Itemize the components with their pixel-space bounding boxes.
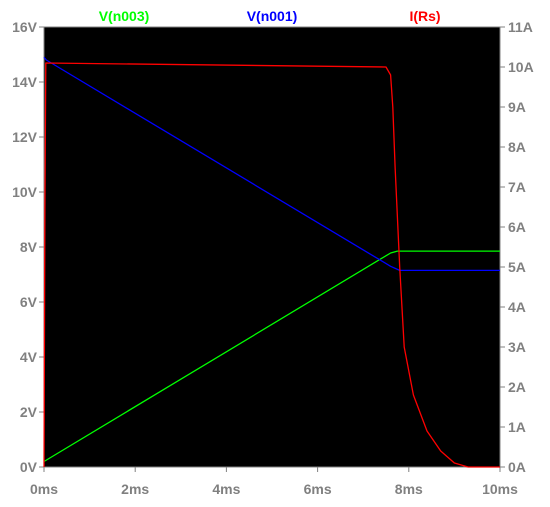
x-tick-label: 10ms	[482, 481, 518, 497]
series-line-v-n001	[43, 56, 500, 272]
x-tick-label: 4ms	[212, 481, 240, 497]
left-tick-label: 14V	[12, 74, 38, 90]
x-tick-label: 2ms	[121, 481, 149, 497]
left-tick-label: 0V	[20, 459, 38, 475]
left-tick-label: 2V	[20, 404, 38, 420]
left-axis-ticks: 0V 2V 4V 6V 8V 10V 12V 14V 16V	[12, 19, 44, 475]
right-tick-label: 5A	[508, 259, 526, 275]
right-tick-label: 0A	[508, 459, 526, 475]
right-axis-ticks: 0A 1A 2A 3A 4A 5A 6A 7A 8A 9A 10A 11A	[500, 19, 534, 475]
left-tick-label: 12V	[12, 129, 38, 145]
right-tick-label: 8A	[508, 139, 526, 155]
legend-entry: V(n003)	[99, 8, 150, 24]
series-line-v-n003	[43, 250, 500, 463]
legend-entry: V(n001)	[247, 8, 298, 24]
right-tick-label: 3A	[508, 339, 526, 355]
right-tick-label: 7A	[508, 179, 526, 195]
right-tick-label: 11A	[508, 19, 533, 35]
right-tick-label: 2A	[508, 379, 526, 395]
legend: V(n003) V(n001) I(Rs)	[99, 8, 441, 24]
left-tick-label: 8V	[20, 239, 38, 255]
x-tick-label: 0ms	[30, 481, 58, 497]
right-tick-label: 1A	[508, 419, 526, 435]
right-tick-label: 10A	[508, 59, 534, 75]
x-tick-label: 8ms	[395, 481, 423, 497]
series-line-i-rs	[43, 62, 500, 468]
left-tick-label: 4V	[20, 349, 38, 365]
right-tick-label: 9A	[508, 99, 526, 115]
x-axis-ticks: 0ms 2ms 4ms 6ms 8ms 10ms	[30, 467, 518, 497]
left-tick-label: 6V	[20, 294, 38, 310]
series-lines	[43, 56, 500, 468]
left-tick-label: 10V	[12, 184, 38, 200]
right-tick-label: 6A	[508, 219, 526, 235]
plot-area	[43, 26, 501, 468]
left-tick-label: 16V	[12, 19, 38, 35]
right-tick-label: 4A	[508, 299, 526, 315]
legend-entry: I(Rs)	[409, 8, 440, 24]
x-tick-label: 6ms	[304, 481, 332, 497]
